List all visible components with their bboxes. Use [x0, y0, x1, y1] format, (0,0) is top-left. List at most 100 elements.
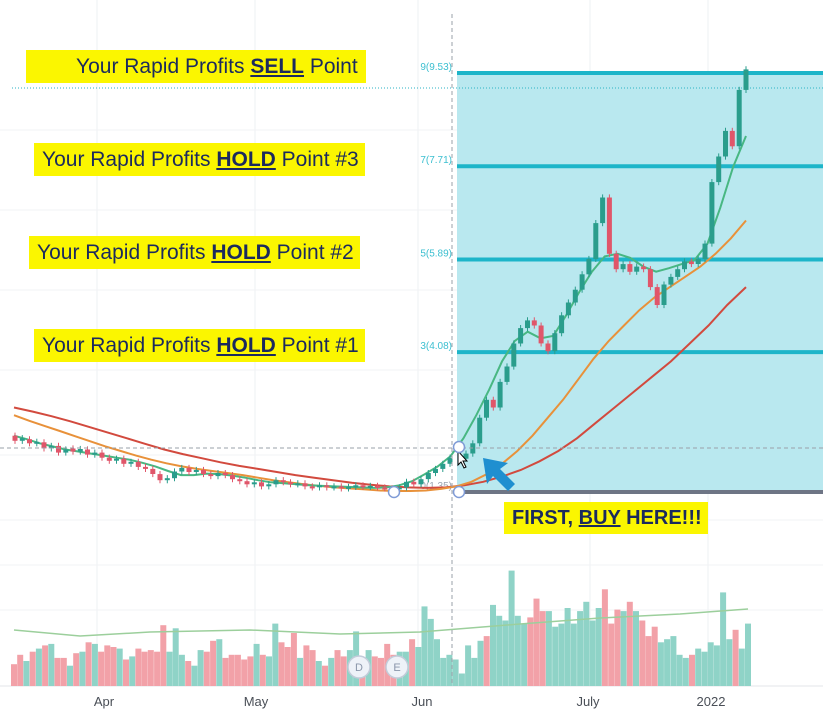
volume-bar — [614, 609, 621, 686]
x-tick-label: July — [576, 694, 600, 709]
volume-bar — [701, 651, 708, 686]
candle — [179, 464, 185, 475]
volume-bar — [284, 647, 291, 686]
callout-suffix: Point #2 — [270, 241, 354, 264]
candle-body — [702, 243, 708, 259]
candle-body — [317, 485, 322, 488]
volume-bar — [297, 657, 304, 686]
volume-bar — [315, 661, 322, 686]
x-tick-label: Apr — [94, 694, 115, 709]
candle-body — [114, 458, 119, 461]
candle — [404, 478, 409, 491]
volume-bar — [633, 611, 639, 686]
volume-bar — [378, 657, 384, 686]
candle-body — [736, 89, 742, 147]
callout-suffix: Point — [304, 55, 358, 78]
candle-body — [682, 261, 687, 270]
candle — [215, 470, 221, 480]
fib-label: 3(4.08) — [420, 341, 452, 352]
candle-body — [606, 197, 612, 254]
volume-bar — [147, 650, 154, 686]
callout-keyword: HOLD — [216, 148, 276, 171]
candle-body — [215, 473, 221, 477]
candle-body — [135, 461, 141, 467]
candle-body — [695, 258, 701, 264]
candle-body — [382, 487, 388, 490]
candle — [208, 471, 214, 480]
volume-bar — [123, 659, 129, 686]
candle-body — [586, 258, 592, 275]
candle-body — [367, 485, 373, 488]
volume-bar — [564, 608, 571, 686]
candle — [572, 286, 578, 306]
callout-prefix: Your Rapid Profits — [42, 334, 217, 357]
volume-bar — [222, 657, 229, 686]
candle — [702, 240, 708, 262]
callout-suffix: Point #3 — [275, 148, 359, 171]
candle-body — [511, 343, 517, 367]
candle-body — [531, 320, 537, 326]
fib-handle[interactable] — [387, 485, 401, 499]
candle — [251, 479, 257, 488]
x-tick-label: 2022 — [697, 694, 726, 709]
volume-bar — [645, 636, 652, 686]
candle — [157, 471, 163, 484]
candle — [309, 483, 315, 491]
candle-body — [12, 435, 18, 441]
volume-bar — [726, 639, 733, 686]
candle — [511, 340, 517, 370]
candle-body — [729, 130, 735, 147]
candle — [433, 465, 438, 477]
volume-bar — [322, 665, 328, 686]
candle — [99, 449, 105, 461]
volume-bar — [533, 598, 540, 686]
candle — [600, 194, 606, 227]
callout-suffix: Point #1 — [275, 334, 359, 357]
volume-bar — [545, 611, 552, 686]
candle-body — [565, 302, 571, 316]
volume-bar — [141, 651, 148, 686]
candle — [150, 465, 156, 478]
candle-body — [440, 463, 446, 469]
buy-here-callout: FIRST, BUY HERE!!! — [504, 502, 708, 534]
x-axis: Apr May Jun July 2022 — [94, 694, 726, 709]
fib-handle[interactable] — [452, 440, 466, 454]
volume-bar — [216, 639, 223, 686]
fib-handles[interactable] — [387, 440, 466, 499]
volume-bar — [670, 636, 677, 686]
volume-bar — [651, 626, 658, 686]
candle — [425, 470, 431, 483]
volume-bar — [496, 615, 503, 686]
candle — [346, 483, 351, 492]
candle — [634, 263, 640, 275]
candle — [661, 281, 667, 309]
candle-body — [716, 156, 722, 183]
volume-bar — [371, 656, 378, 686]
volume-bar — [67, 665, 73, 686]
candle — [538, 322, 544, 347]
volume-bar — [166, 651, 173, 686]
candle — [230, 472, 235, 483]
candle — [518, 325, 524, 347]
candle — [688, 258, 694, 268]
volume-bar — [228, 654, 235, 686]
candle-body — [484, 399, 489, 418]
candle-body — [19, 438, 25, 441]
candle-body — [172, 471, 177, 479]
candle-body — [497, 381, 503, 408]
candle — [382, 484, 388, 492]
volume-bar — [415, 647, 422, 686]
candle — [447, 454, 453, 467]
candle-body — [92, 452, 98, 455]
volume-bar — [259, 654, 266, 686]
candle-body — [654, 287, 660, 305]
volume-bar — [732, 629, 739, 686]
candle — [259, 479, 264, 490]
candle-body — [668, 276, 674, 285]
candle-body — [222, 473, 228, 475]
volume-bar — [42, 645, 49, 686]
hold-point-2-callout: Your Rapid Profits HOLD Point #2 — [29, 236, 360, 269]
fib-handle[interactable] — [452, 485, 466, 499]
candle-body — [27, 439, 32, 444]
candle — [41, 439, 47, 452]
